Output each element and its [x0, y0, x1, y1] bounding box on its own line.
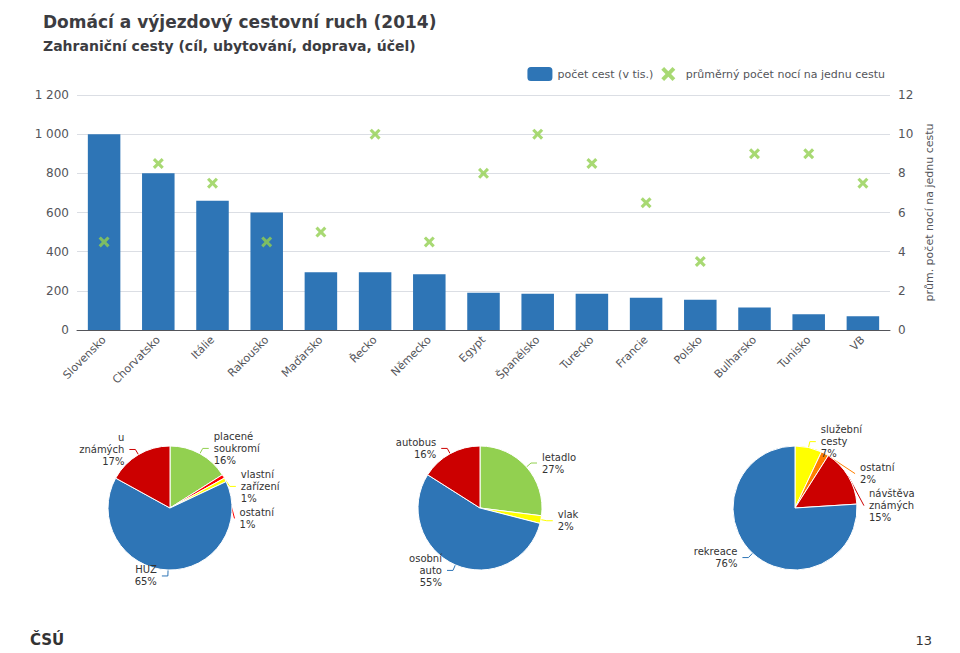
svg-text:u: u: [118, 432, 124, 443]
svg-text:16%: 16%: [414, 449, 436, 460]
svg-text:15%: 15%: [869, 512, 891, 523]
svg-text:76%: 76%: [715, 558, 737, 569]
svg-text:Itálie: Itálie: [189, 333, 218, 362]
svg-text:1 000: 1 000: [35, 127, 69, 141]
svg-text:rekreace: rekreace: [694, 546, 738, 557]
svg-text:cesty: cesty: [821, 436, 848, 447]
svg-text:letadlo: letadlo: [542, 452, 576, 463]
svg-text:1%: 1%: [240, 519, 256, 530]
svg-text:600: 600: [46, 206, 69, 220]
svg-text:13: 13: [915, 633, 932, 648]
svg-text:návštěva: návštěva: [869, 488, 915, 499]
svg-text:10: 10: [898, 127, 913, 141]
svg-text:55%: 55%: [420, 577, 442, 588]
svg-text:ostatní: ostatní: [860, 462, 896, 473]
svg-text:Řecko: Řecko: [347, 333, 379, 365]
svg-text:Rakousko: Rakousko: [225, 333, 271, 379]
svg-text:známých: známých: [79, 444, 124, 455]
svg-text:Domácí a výjezdový cestovní ru: Domácí a výjezdový cestovní ruch (2014): [43, 12, 436, 32]
svg-text:auto: auto: [419, 565, 442, 576]
svg-text:1%: 1%: [241, 493, 257, 504]
svg-text:4: 4: [898, 245, 906, 259]
svg-text:27%: 27%: [542, 464, 564, 475]
svg-text:prům. počet nocí na jednu cest: prům. počet nocí na jednu cestu: [923, 123, 936, 301]
svg-text:Bulharsko: Bulharsko: [712, 333, 760, 381]
svg-text:Francie: Francie: [614, 333, 651, 370]
svg-text:Turecko: Turecko: [557, 333, 597, 373]
svg-text:65%: 65%: [135, 576, 157, 587]
svg-text:2%: 2%: [860, 474, 876, 485]
svg-text:vlak: vlak: [558, 509, 579, 520]
svg-text:soukromí: soukromí: [214, 443, 261, 454]
svg-text:0: 0: [898, 323, 906, 337]
svg-text:Maďarsko: Maďarsko: [279, 333, 326, 380]
svg-text:Chorvatsko: Chorvatsko: [110, 333, 163, 386]
svg-text:16%: 16%: [214, 455, 236, 466]
svg-text:HUZ: HUZ: [135, 564, 157, 575]
svg-text:ČSÚ: ČSÚ: [30, 630, 64, 649]
svg-text:7%: 7%: [821, 448, 837, 459]
svg-text:Zahraniční cesty (cíl, ubytová: Zahraniční cesty (cíl, ubytování, doprav…: [43, 38, 416, 54]
svg-text:Slovensko: Slovensko: [60, 333, 109, 382]
svg-text:6: 6: [898, 206, 906, 220]
svg-text:ostatní: ostatní: [240, 507, 276, 518]
svg-text:Španělsko: Španělsko: [494, 333, 543, 382]
svg-text:Egypt: Egypt: [456, 333, 488, 365]
svg-text:Německo: Německo: [389, 333, 435, 379]
svg-text:Tunisko: Tunisko: [775, 333, 814, 372]
svg-text:400: 400: [46, 245, 69, 259]
svg-text:placené: placené: [214, 431, 253, 442]
svg-text:2%: 2%: [558, 521, 574, 532]
svg-text:vlastní: vlastní: [241, 469, 275, 480]
svg-text:autobus: autobus: [396, 437, 436, 448]
svg-text:služební: služební: [821, 424, 863, 435]
svg-text:800: 800: [46, 166, 69, 180]
svg-text:známých: známých: [869, 500, 914, 511]
svg-text:12: 12: [898, 88, 913, 102]
svg-text:počet cest (v tis.): počet cest (v tis.): [557, 68, 653, 81]
svg-text:osobní: osobní: [409, 553, 443, 564]
svg-text:zařízení: zařízení: [241, 481, 281, 492]
svg-text:1 200: 1 200: [35, 88, 69, 102]
svg-text:průměrný počet nocí na jednu c: průměrný počet nocí na jednu cestu: [686, 68, 885, 81]
svg-text:Polsko: Polsko: [671, 333, 705, 367]
svg-text:0: 0: [61, 323, 69, 337]
svg-text:8: 8: [898, 166, 906, 180]
svg-text:2: 2: [898, 284, 906, 298]
svg-text:17%: 17%: [102, 456, 124, 467]
svg-text:VB: VB: [848, 333, 868, 353]
svg-text:200: 200: [46, 284, 69, 298]
